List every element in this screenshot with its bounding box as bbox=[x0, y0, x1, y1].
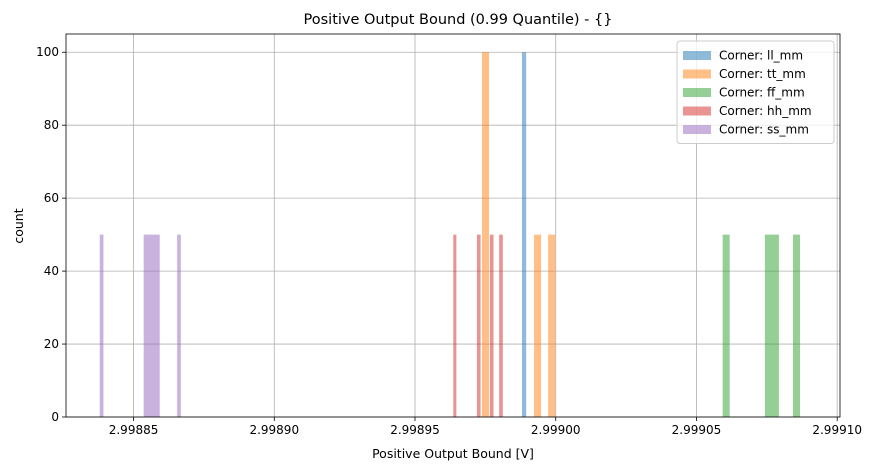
x-tick-label: 2.99895 bbox=[390, 423, 440, 437]
histogram-bar bbox=[481, 52, 490, 417]
chart-title: Positive Output Bound (0.99 Quantile) - … bbox=[304, 12, 613, 28]
x-tick-label: 2.99885 bbox=[109, 423, 159, 437]
y-tick-label: 20 bbox=[44, 337, 59, 351]
histogram-bar bbox=[499, 234, 503, 417]
x-tick-label: 2.99890 bbox=[249, 423, 299, 437]
legend-label: Corner: hh_mm bbox=[719, 104, 812, 118]
x-tick-label: 2.99900 bbox=[531, 423, 581, 437]
legend-swatch bbox=[683, 69, 711, 79]
legend-swatch bbox=[683, 88, 711, 97]
x-axis-ticks: 2.99885 2.99890 2.99895 2.99900 2.99905 2.999… bbox=[109, 417, 862, 437]
histogram-bar bbox=[453, 234, 457, 417]
bars bbox=[99, 52, 801, 417]
legend-swatch bbox=[683, 125, 711, 134]
y-tick-label: 40 bbox=[44, 264, 59, 278]
legend-box bbox=[676, 40, 835, 144]
x-axis-label: Positive Output Bound [V] bbox=[372, 446, 534, 461]
histogram-bar bbox=[792, 234, 801, 417]
legend-label: Corner: ll_mm bbox=[719, 49, 803, 63]
legend-label: Corner: ff_mm bbox=[719, 86, 805, 100]
histogram-bar bbox=[143, 234, 160, 417]
histogram-bar bbox=[489, 234, 494, 417]
y-tick-label: 80 bbox=[44, 118, 59, 132]
legend-swatch bbox=[683, 106, 711, 116]
y-tick-label: 100 bbox=[36, 45, 59, 59]
histogram-bar bbox=[177, 234, 181, 417]
plot-frame bbox=[65, 33, 841, 418]
histogram-bar bbox=[521, 52, 527, 417]
histogram-bar bbox=[99, 234, 104, 417]
legend-label: Corner: ss_mm bbox=[719, 123, 809, 137]
y-tick-label: 0 bbox=[51, 410, 59, 424]
histogram-bar bbox=[476, 234, 481, 417]
x-tick-label: 2.99905 bbox=[672, 423, 722, 437]
legend-label: Corner: tt_mm bbox=[719, 67, 806, 81]
y-tick-label: 60 bbox=[44, 191, 59, 205]
histogram-bar bbox=[548, 234, 556, 417]
histogram-bar bbox=[764, 234, 779, 417]
legend: Corner: ll_mm Corner: tt_mm Corner: ff_mm C… bbox=[676, 40, 835, 144]
histogram-bar bbox=[534, 234, 542, 417]
histogram-bar bbox=[722, 234, 730, 417]
y-axis-ticks: 0 20 40 60 80 100 bbox=[36, 45, 66, 424]
x-tick-label: 2.99910 bbox=[812, 423, 862, 437]
legend-swatch bbox=[683, 51, 711, 60]
y-axis-label: count bbox=[11, 208, 26, 243]
